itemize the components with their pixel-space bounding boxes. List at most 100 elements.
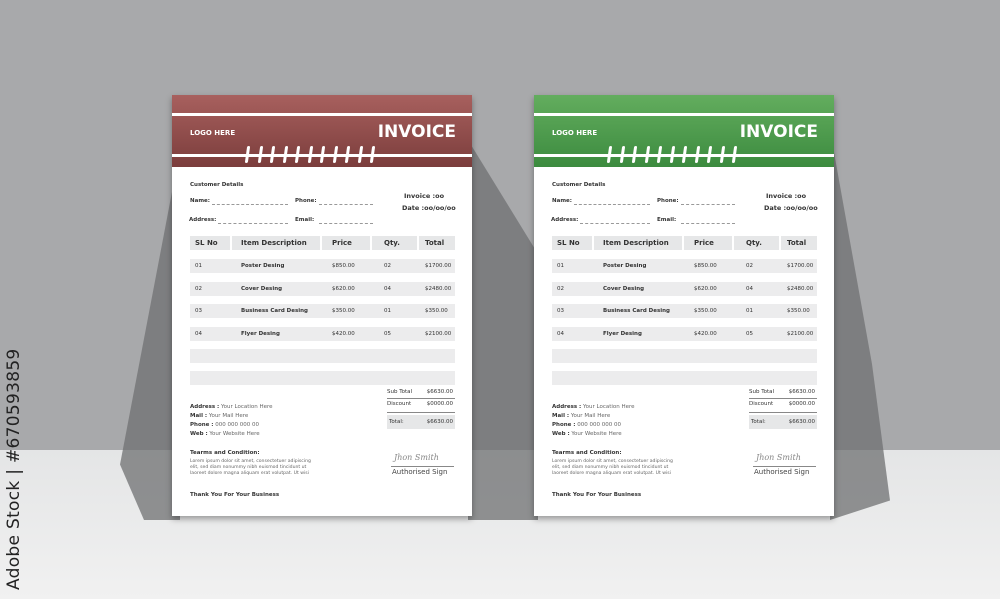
contact-phone-value: 000 000 000 00	[215, 422, 259, 428]
column-header-price: Price	[684, 236, 732, 250]
discount-label: Discount	[749, 401, 774, 407]
email-label: Email:	[295, 217, 315, 223]
invoice-date: Date :oo/oo/oo	[402, 204, 456, 212]
total-value: $6630.00	[788, 419, 815, 425]
lace-stitch	[619, 146, 625, 163]
cell-sl: 04	[557, 331, 564, 337]
cell-price: $420.00	[694, 331, 717, 337]
terms-line: laoreet dolore magna aliquam erat volutp…	[552, 471, 671, 476]
header-stripe	[172, 113, 472, 116]
discount-value: $0000.00	[788, 401, 815, 407]
contact-address: Address : Your Location Here	[190, 404, 273, 410]
contact-phone: Phone : 000 000 000 00	[190, 422, 259, 428]
phone-input-line[interactable]	[319, 204, 373, 205]
logo: LOGO HERE	[552, 129, 598, 137]
cell-price: $620.00	[694, 286, 717, 292]
lace-stitch	[694, 146, 700, 163]
cell-qty: 01	[746, 308, 753, 314]
contact-web: Web : Your Website Here	[552, 431, 622, 437]
cell-sl: 01	[557, 263, 564, 269]
invoice-number: Invoice :oo	[404, 192, 445, 200]
address-input-line[interactable]	[218, 223, 288, 224]
contact-web-label: Web :	[190, 431, 208, 437]
invoice-page-green: LOGO HERE INVOICE Customer Details Name:…	[534, 95, 834, 516]
name-input-line[interactable]	[574, 204, 650, 205]
table-row	[190, 349, 455, 363]
cell-total: $2480.00	[787, 286, 814, 292]
phone-input-line[interactable]	[681, 204, 735, 205]
phone-label: Phone:	[295, 198, 317, 204]
cell-price: $850.00	[694, 263, 717, 269]
contact-phone-label: Phone :	[552, 422, 576, 428]
lace-stitch	[719, 146, 725, 163]
header-stripe	[534, 113, 834, 116]
column-header-price: Price	[322, 236, 370, 250]
cell-total: $1700.00	[787, 263, 814, 269]
cell-price: $420.00	[332, 331, 355, 337]
invoice-title: INVOICE	[377, 122, 456, 142]
cell-item: Business Card Desing	[603, 308, 670, 314]
authorised-sign-label: Authorised Sign	[754, 468, 810, 476]
cell-total: $2100.00	[425, 331, 452, 337]
thank-you-note: Thank You For Your Business	[190, 492, 280, 498]
thank-you-note: Thank You For Your Business	[552, 492, 642, 498]
discount-row: Discount $0000.00	[749, 401, 817, 413]
contact-web-value: Your Website Here	[571, 431, 622, 437]
name-input-line[interactable]	[212, 204, 288, 205]
cell-total: $1700.00	[425, 263, 452, 269]
name-label: Name:	[552, 198, 572, 204]
lace-stitch	[357, 146, 363, 163]
cell-sl: 03	[195, 308, 202, 314]
table-row: 02 Cover Desing $620.00 04 $2480.00	[552, 282, 817, 296]
cell-price: $850.00	[332, 263, 355, 269]
column-header-total: Total	[419, 236, 455, 250]
contact-mail: Mail : Your Mail Here	[190, 413, 248, 419]
table-row: 03 Business Card Desing $350.00 01 $350.00	[552, 304, 817, 318]
address-label: Address:	[551, 217, 579, 223]
cell-qty: 01	[384, 308, 391, 314]
terms-heading: Tearms and Condition:	[552, 450, 622, 456]
cell-price: $350.00	[332, 308, 355, 314]
cell-sl: 04	[195, 331, 202, 337]
lace-stitch	[282, 146, 288, 163]
contact-web-label: Web :	[552, 431, 570, 437]
cell-sl: 02	[195, 286, 202, 292]
total-label: Total:	[751, 419, 766, 425]
cell-price: $620.00	[332, 286, 355, 292]
contact-phone-label: Phone :	[190, 422, 214, 428]
cell-total: $350.00	[425, 308, 448, 314]
cell-qty: 05	[384, 331, 391, 337]
cell-item: Poster Desing	[603, 263, 647, 269]
total-label: Total:	[389, 419, 404, 425]
discount-row: Discount $0000.00	[387, 401, 455, 413]
watermark: Adobe Stock | #670593859	[4, 348, 24, 590]
table-row: 04 Flyer Desing $420.00 05 $2100.00	[190, 327, 455, 341]
table-row: 04 Flyer Desing $420.00 05 $2100.00	[552, 327, 817, 341]
subtotal-row: Sub Total $6630.00	[749, 389, 817, 399]
column-header-item: Item Description	[232, 236, 320, 250]
column-header-sl: SL No	[552, 236, 592, 250]
address-label: Address:	[189, 217, 217, 223]
email-input-line[interactable]	[681, 223, 735, 224]
phone-label: Phone:	[657, 198, 679, 204]
email-input-line[interactable]	[319, 223, 373, 224]
contact-phone-value: 000 000 000 00	[577, 422, 621, 428]
cell-price: $350.00	[694, 308, 717, 314]
cell-total: $2100.00	[787, 331, 814, 337]
invoice-header: LOGO HERE INVOICE	[172, 95, 472, 167]
table-row	[552, 371, 817, 385]
name-label: Name:	[190, 198, 210, 204]
contact-web-value: Your Website Here	[209, 431, 260, 437]
cell-qty: 02	[746, 263, 753, 269]
subtotal-label: Sub Total	[749, 389, 775, 395]
address-input-line[interactable]	[580, 223, 650, 224]
invoice-page-red: LOGO HERE INVOICE Customer Details Name:…	[172, 95, 472, 516]
contact-mail-value: Your Mail Here	[208, 413, 249, 419]
contact-address-value: Your Location Here	[583, 404, 635, 410]
cell-sl: 02	[557, 286, 564, 292]
subtotal-value: $6630.00	[788, 389, 815, 395]
email-label: Email:	[657, 217, 677, 223]
terms-line: Lorem ipsum dolor sit amet, consectetuer…	[552, 459, 673, 464]
discount-value: $0000.00	[426, 401, 453, 407]
contact-mail-label: Mail :	[190, 413, 208, 419]
